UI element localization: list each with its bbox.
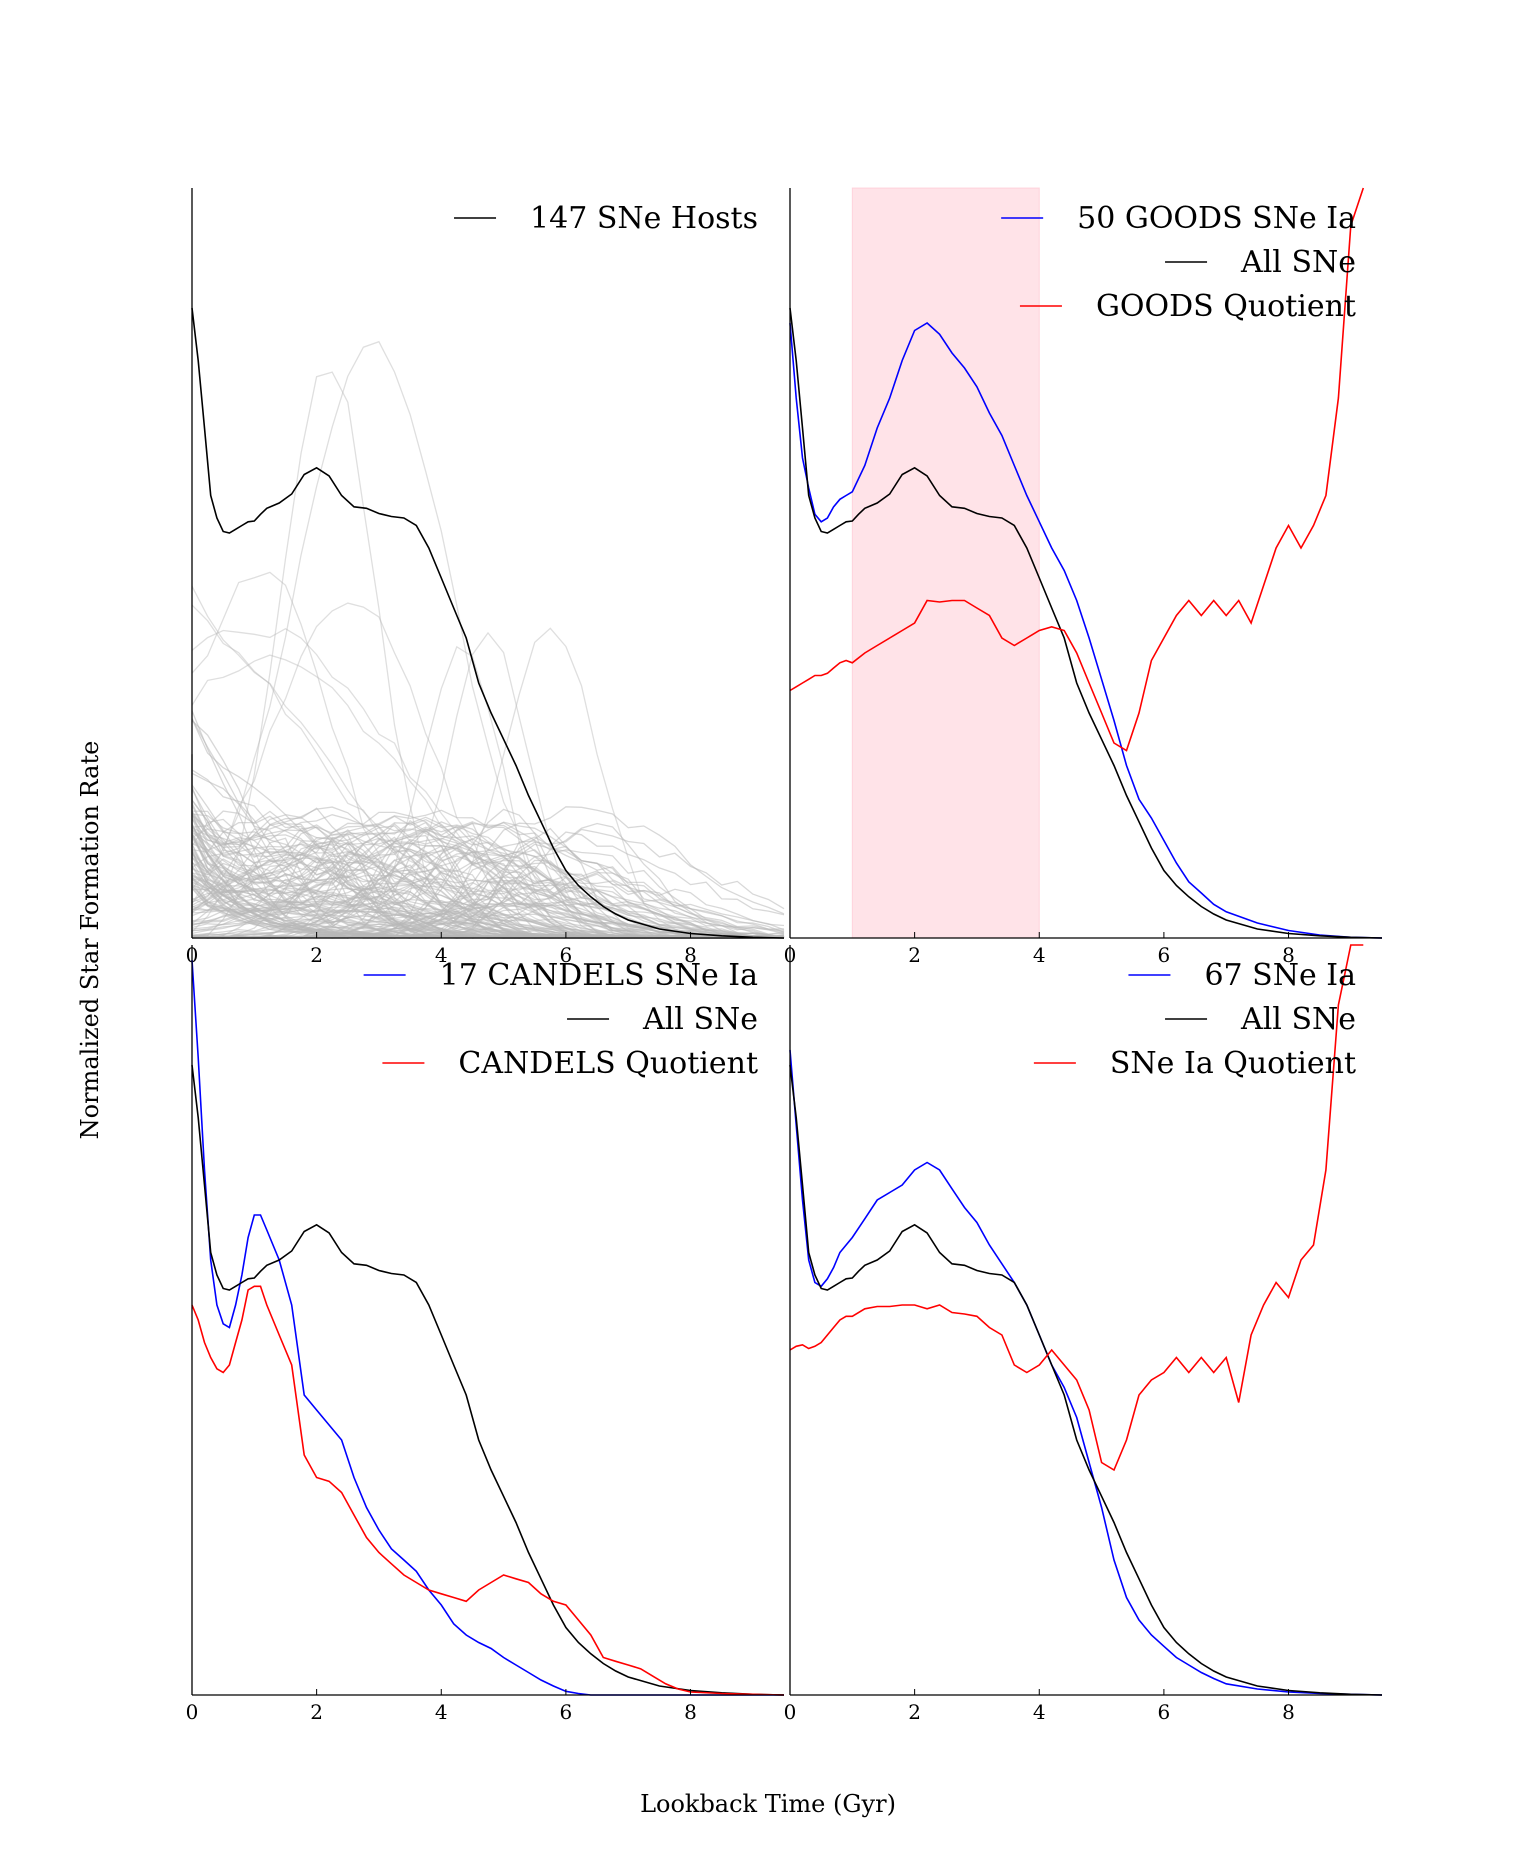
legend: 17 CANDELS SNe Ia All SNe CANDELS Quotient: [363, 958, 758, 1081]
series-line-goods-quotient: [789, 187, 1365, 752]
x-tick-label: 2: [908, 1700, 921, 1724]
series-line-all-sne: [191, 1064, 785, 1696]
x-tick-label: 0: [784, 1700, 797, 1724]
legend: 50 GOODS SNe Ia All SNe GOODS Quotient: [1001, 201, 1356, 324]
x-tick-label: 2: [908, 943, 921, 967]
x-tick-label: 6: [1158, 943, 1171, 967]
series-line-candels-quotient: [191, 1285, 785, 1696]
x-tick-label: 8: [684, 943, 697, 967]
x-tick-label: 4: [435, 1700, 448, 1724]
host-curve: [192, 821, 785, 939]
x-tick-label: 2: [310, 1700, 323, 1724]
legend-label: All SNe: [642, 1002, 758, 1037]
legend-label: 17 CANDELS SNe Ia: [440, 958, 758, 993]
legend-label: 147 SNe Hosts: [530, 201, 758, 236]
x-axis-label: Lookback Time (Gyr): [640, 1790, 896, 1818]
host-curve: [191, 817, 785, 938]
series-line-50-goods-sne-ia: [789, 322, 1383, 939]
host-curve: [191, 862, 785, 939]
x-tick-label: 2: [310, 943, 323, 967]
x-tick-label: 6: [1158, 1700, 1171, 1724]
legend: 67 SNe Ia All SNe SNe Ia Quotient: [1033, 958, 1356, 1081]
legend-label: 67 SNe Ia: [1204, 958, 1356, 993]
x-tick-label: 6: [560, 943, 573, 967]
x-tick-label: 4: [1033, 943, 1046, 967]
legend-label: 50 GOODS SNe Ia: [1077, 201, 1356, 236]
host-curve: [191, 822, 785, 939]
legend-label: SNe Ia Quotient: [1110, 1046, 1356, 1081]
x-tick-label: 4: [435, 943, 448, 967]
series-line-all-sne: [789, 307, 1383, 939]
x-tick-label: 8: [1282, 1700, 1295, 1724]
host-curve: [191, 851, 785, 932]
legend-label: GOODS Quotient: [1096, 289, 1356, 324]
x-tick-label: 8: [1282, 943, 1295, 967]
series-line-sne-ia-quotient: [789, 944, 1364, 1472]
legend-label: All SNe: [1240, 1002, 1356, 1037]
host-curve: [191, 809, 785, 936]
legend: 147 SNe Hosts: [454, 201, 758, 236]
host-curve: [191, 800, 785, 938]
series-line-147-sne-hosts: [191, 307, 785, 939]
y-axis-label: Normalized Star Formation Rate: [76, 741, 104, 1140]
series-line-67-sne-ia: [789, 1049, 1383, 1696]
x-tick-label: 8: [684, 1700, 697, 1724]
host-curve: [191, 821, 785, 932]
host-curve: [191, 852, 784, 939]
legend-label: All SNe: [1240, 245, 1356, 280]
series-line-all-sne: [789, 1064, 1383, 1696]
shaded-region: [851, 187, 1040, 939]
x-tick-label: 4: [1033, 1700, 1046, 1724]
x-tick-label: 6: [560, 1700, 573, 1724]
host-curve: [191, 810, 785, 939]
legend-label: CANDELS Quotient: [458, 1046, 758, 1081]
x-tick-label: 0: [186, 1700, 199, 1724]
